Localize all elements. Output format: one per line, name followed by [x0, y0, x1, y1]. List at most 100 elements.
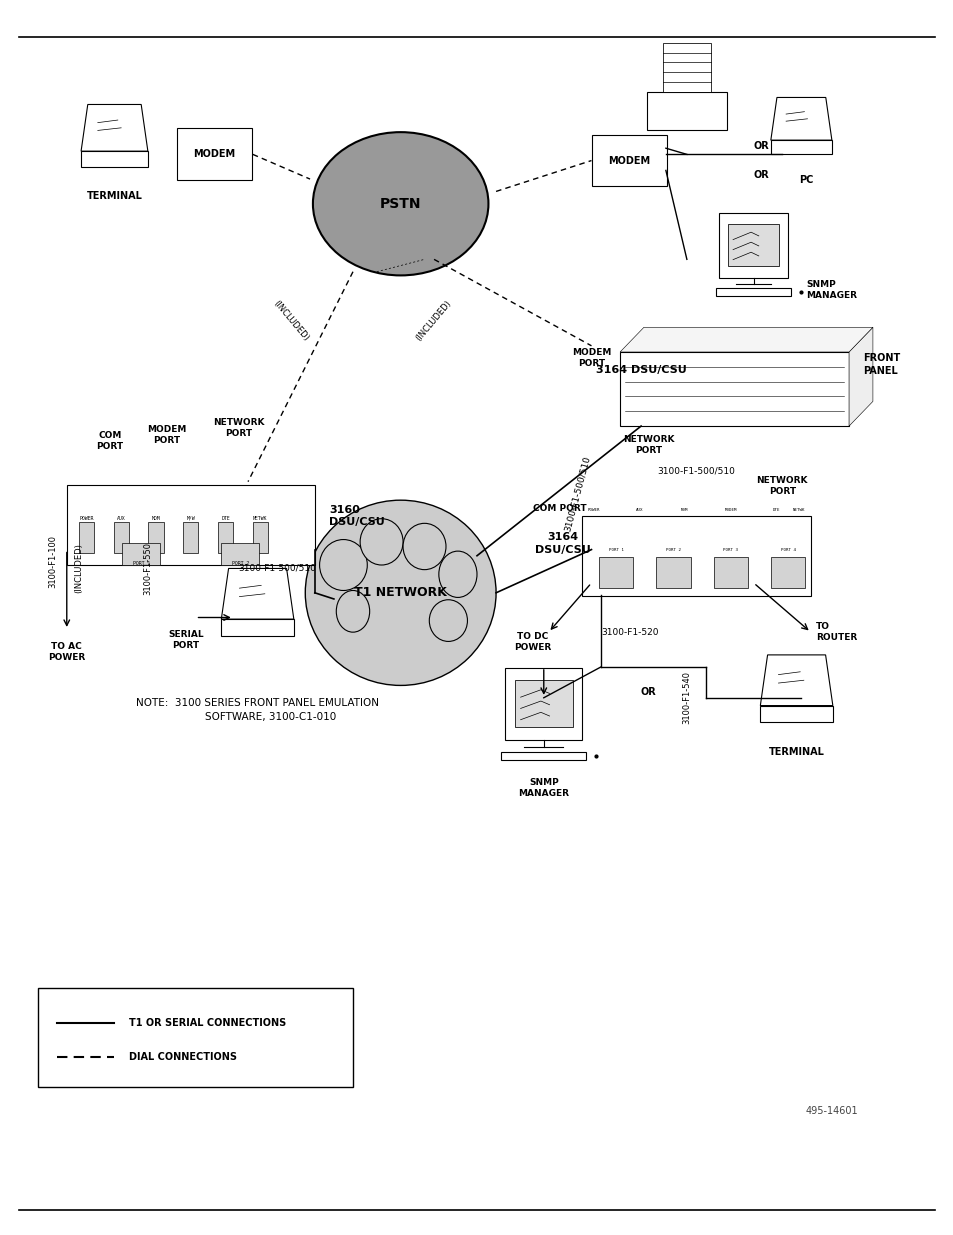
Text: (INCLUDED): (INCLUDED): [74, 543, 84, 593]
Text: SNMP
MANAGER: SNMP MANAGER: [805, 280, 856, 300]
Bar: [217, 522, 233, 553]
Text: POWER: POWER: [79, 516, 93, 521]
Text: AUX: AUX: [635, 508, 642, 511]
Text: PORT 3: PORT 3: [722, 548, 738, 552]
Bar: [505, 668, 581, 740]
Ellipse shape: [335, 590, 369, 632]
Ellipse shape: [305, 500, 496, 685]
Bar: [149, 522, 164, 553]
Polygon shape: [848, 327, 872, 426]
Polygon shape: [619, 327, 872, 352]
Bar: [67, 485, 314, 566]
Text: 3100-F1-500/510: 3100-F1-500/510: [657, 467, 735, 475]
Bar: [183, 522, 198, 553]
Text: TERMINAL: TERMINAL: [768, 747, 823, 757]
Text: NETWORK
PORT: NETWORK PORT: [756, 477, 807, 496]
Text: PC: PC: [798, 175, 813, 185]
FancyBboxPatch shape: [177, 128, 252, 180]
Text: 3100-F1-550: 3100-F1-550: [143, 542, 152, 594]
Bar: [656, 557, 690, 588]
Text: TO AC
POWER: TO AC POWER: [48, 642, 86, 662]
Ellipse shape: [403, 524, 445, 569]
Text: 3100-F1-500/510: 3100-F1-500/510: [238, 563, 316, 573]
Polygon shape: [760, 655, 832, 705]
Text: MDM: MDM: [680, 508, 688, 511]
Text: TO DC
POWER: TO DC POWER: [513, 632, 551, 652]
Bar: [81, 151, 148, 167]
Text: COM PORT: COM PORT: [533, 504, 586, 513]
Text: DTE: DTE: [221, 516, 230, 521]
Text: MODEM: MODEM: [193, 149, 235, 159]
Text: TO
ROUTER: TO ROUTER: [815, 622, 856, 642]
Text: PORT 4: PORT 4: [780, 548, 795, 552]
Bar: [713, 557, 747, 588]
Text: 3100-F1-100: 3100-F1-100: [48, 536, 57, 588]
Text: 495-14601: 495-14601: [805, 1107, 858, 1116]
Text: PORT 2: PORT 2: [232, 561, 249, 566]
Text: PORT 2: PORT 2: [665, 548, 680, 552]
Text: M/W: M/W: [186, 516, 195, 521]
Ellipse shape: [313, 132, 488, 275]
Text: T1 OR SERIAL CONNECTIONS: T1 OR SERIAL CONNECTIONS: [129, 1018, 286, 1028]
Text: SNMP
MANAGER: SNMP MANAGER: [517, 778, 569, 798]
Text: OR: OR: [640, 687, 656, 697]
Bar: [715, 288, 791, 295]
Text: 3100-F1-520: 3100-F1-520: [600, 627, 658, 637]
Bar: [122, 543, 160, 566]
Bar: [719, 214, 787, 278]
Polygon shape: [221, 568, 294, 619]
Text: COM
PORT: COM PORT: [96, 431, 123, 451]
Text: PSTN: PSTN: [379, 196, 421, 211]
Text: OR: OR: [753, 170, 769, 180]
Bar: [770, 140, 831, 154]
Ellipse shape: [429, 600, 467, 641]
Bar: [38, 988, 353, 1087]
Ellipse shape: [319, 540, 367, 590]
Text: 3160
DSU/CSU: 3160 DSU/CSU: [329, 505, 384, 527]
Text: MDM: MDM: [152, 516, 160, 521]
Bar: [253, 522, 268, 553]
Text: 3100-F1-500/510: 3100-F1-500/510: [562, 456, 591, 532]
Text: MODEM: MODEM: [608, 156, 650, 165]
Text: TERMINAL: TERMINAL: [87, 191, 142, 201]
Text: PORT 1: PORT 1: [132, 561, 150, 566]
Ellipse shape: [438, 551, 476, 598]
Bar: [770, 557, 804, 588]
Text: SERIAL
PORT: SERIAL PORT: [168, 630, 204, 650]
Text: 3164 DSU/CSU: 3164 DSU/CSU: [596, 366, 686, 375]
Bar: [662, 43, 710, 93]
Text: AUX: AUX: [117, 516, 126, 521]
Bar: [581, 516, 810, 595]
Bar: [79, 522, 94, 553]
Text: MODEM
PORT: MODEM PORT: [147, 425, 187, 445]
Text: 3100-F1-540: 3100-F1-540: [681, 672, 691, 724]
Text: NETWORK
PORT: NETWORK PORT: [622, 435, 674, 454]
Text: POWER: POWER: [586, 508, 599, 511]
FancyBboxPatch shape: [591, 135, 667, 186]
Text: PORT 1: PORT 1: [608, 548, 623, 552]
Text: NETWORK
PORT: NETWORK PORT: [213, 419, 264, 438]
Text: DTE: DTE: [772, 508, 780, 511]
Text: NETWK: NETWK: [792, 508, 805, 511]
Text: MODEM
PORT: MODEM PORT: [571, 348, 611, 368]
Text: OR: OR: [753, 141, 769, 151]
Text: (INCLUDED): (INCLUDED): [272, 299, 310, 343]
Polygon shape: [81, 105, 148, 151]
Text: DIAL CONNECTIONS: DIAL CONNECTIONS: [129, 1052, 236, 1062]
Polygon shape: [770, 98, 831, 140]
Bar: [646, 93, 726, 130]
Bar: [598, 557, 633, 588]
Bar: [113, 522, 129, 553]
Text: NOTE:  3100 SERIES FRONT PANEL EMULATION
        SOFTWARE, 3100-C1-010: NOTE: 3100 SERIES FRONT PANEL EMULATION …: [136, 698, 378, 721]
Bar: [500, 752, 586, 761]
Bar: [221, 619, 294, 636]
Ellipse shape: [359, 519, 402, 566]
Text: T1 NETWORK: T1 NETWORK: [354, 587, 447, 599]
Bar: [760, 705, 832, 722]
Text: MODEM: MODEM: [723, 508, 737, 511]
Bar: [221, 543, 259, 566]
Text: NETWK: NETWK: [253, 516, 267, 521]
Text: (INCLUDED): (INCLUDED): [415, 299, 453, 343]
Text: FRONT
PANEL: FRONT PANEL: [862, 353, 900, 375]
Bar: [727, 225, 779, 266]
